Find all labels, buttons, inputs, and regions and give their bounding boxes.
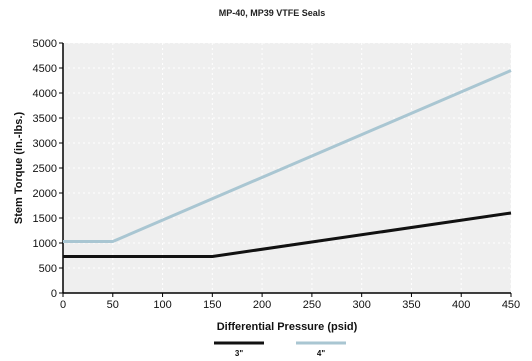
x-tick-label: 250 <box>303 299 321 311</box>
x-tick-label: 0 <box>60 299 66 311</box>
legend-label-2: 4" <box>317 349 325 358</box>
x-tick-label: 200 <box>253 299 271 311</box>
legend-label-1: 3" <box>235 349 243 358</box>
series-line-1 <box>63 211 512 258</box>
chart-title: MP-40, MP39 VTFE Seals <box>219 8 326 18</box>
y-tick-label: 3000 <box>33 138 57 150</box>
y-tick-label: 1000 <box>33 238 57 250</box>
y-tick-label: 5000 <box>33 38 57 50</box>
y-tick-label: 500 <box>39 263 57 275</box>
y-tick-label: 4500 <box>33 63 57 75</box>
series-line-2 <box>63 69 512 243</box>
series-lines <box>63 69 512 258</box>
x-tick-label: 300 <box>352 299 370 311</box>
y-tick-label: 2000 <box>33 188 57 200</box>
x-tick-label: 400 <box>452 299 470 311</box>
tick-labels: 0 50 100 150 200 250 300 350 400 4500500100015002… <box>33 38 521 311</box>
x-tick-label: 450 <box>502 299 520 311</box>
y-tick-label: 2500 <box>33 163 57 175</box>
y-axis-label: Stem Torque (in.-lbs.) <box>13 112 25 225</box>
y-tick-label: 1500 <box>33 213 57 225</box>
x-tick-label: 150 <box>203 299 221 311</box>
y-tick-label: 3500 <box>33 113 57 125</box>
y-tick-label: 0 <box>51 288 57 300</box>
y-tick-label: 4000 <box>33 88 57 100</box>
x-tick-label: 350 <box>402 299 420 311</box>
x-axis-label: Differential Pressure (psid) <box>217 321 358 333</box>
legend: 3" 4" <box>214 341 346 358</box>
x-tick-label: 50 <box>107 299 119 311</box>
grid-lines <box>63 42 512 293</box>
x-tick-label: 100 <box>153 299 171 311</box>
